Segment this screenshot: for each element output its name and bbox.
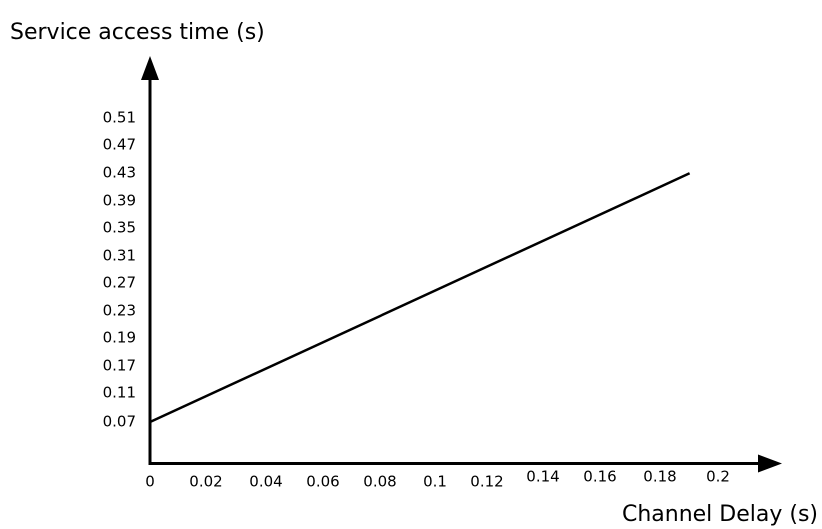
y-tick-label: 0.19 xyxy=(103,329,136,347)
x-tick-label: 0 xyxy=(145,473,155,491)
x-tick-label: 0.12 xyxy=(470,473,503,491)
x-axis-title: Channel Delay (s) xyxy=(622,502,818,527)
y-axis xyxy=(141,56,159,465)
x-axis-arrow xyxy=(758,454,782,473)
y-tick-label: 0.07 xyxy=(103,413,136,431)
x-tick-label: 0.18 xyxy=(643,468,676,486)
x-tick-label: 0.2 xyxy=(706,468,730,486)
x-tick-label: 0.16 xyxy=(583,468,616,486)
y-tick-label: 0.47 xyxy=(103,136,136,154)
y-tick-label: 0.35 xyxy=(103,219,136,237)
y-tick-label: 0.31 xyxy=(103,247,136,265)
x-tick-label: 0.02 xyxy=(189,473,222,491)
y-axis-arrow xyxy=(141,56,159,80)
y-tick-label: 0.23 xyxy=(103,302,136,320)
series-line xyxy=(149,172,691,424)
x-tick-labels: 0 0.02 0.04 0.06 0.08 0.1 0.12 0.14 0.16 0.18 0.2 xyxy=(145,468,730,491)
x-axis xyxy=(150,454,782,473)
y-tick-label: 0.43 xyxy=(103,164,136,182)
y-tick-label: 0.51 xyxy=(103,109,136,127)
x-tick-label: 0.06 xyxy=(306,473,339,491)
y-axis-title: Service access time (s) xyxy=(10,20,265,45)
y-tick-labels: 0.07 0.11 0.17 0.19 0.23 0.27 0.31 0.35 0.39 0.43… xyxy=(103,109,136,431)
y-tick-label: 0.11 xyxy=(103,384,136,402)
x-tick-label: 0.14 xyxy=(526,468,559,486)
x-tick-label: 0.04 xyxy=(249,473,282,491)
y-tick-label: 0.39 xyxy=(103,192,136,210)
y-tick-label: 0.27 xyxy=(103,274,136,292)
series-group xyxy=(149,172,691,424)
x-tick-label: 0.08 xyxy=(363,473,396,491)
y-tick-label: 0.17 xyxy=(103,357,136,375)
x-tick-label: 0.1 xyxy=(423,473,447,491)
